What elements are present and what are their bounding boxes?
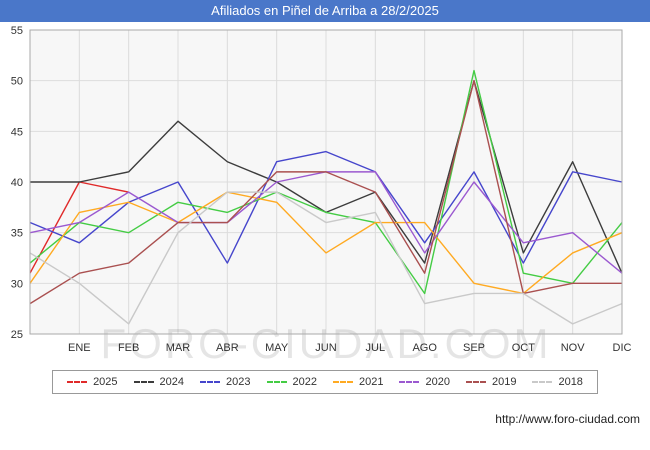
line-chart: 25 30 35 40 45 50 55 ENE FEB MAR ABR MAY JUN JUL AGO SE…: [11, 25, 632, 360]
y-tick-label: 50: [11, 76, 23, 88]
legend-label: 2020: [425, 376, 450, 388]
x-tick-label: MAR: [166, 342, 191, 354]
footer: http://www.foro-ciudad.com: [0, 410, 640, 428]
x-tick-label: SEP: [463, 342, 485, 354]
legend-label: 2024: [159, 376, 185, 388]
legend-item-2018: 2018: [532, 376, 583, 388]
y-tick-label: 30: [11, 278, 23, 290]
x-tick-label: MAY: [265, 342, 289, 354]
watermark: FORO-CIUDAD.COM: [101, 320, 552, 360]
legend-label: 2019: [491, 376, 517, 388]
x-tick-label: ABR: [216, 342, 239, 354]
chart-widget: Afiliados en Piñel de Arriba a 28/2/2025…: [0, 0, 650, 428]
x-tick-label: FEB: [118, 342, 139, 354]
legend-label: 2021: [359, 376, 384, 388]
footer-link[interactable]: http://www.foro-ciudad.com: [495, 412, 640, 426]
legend-line-sample: [266, 381, 287, 383]
plot-border: [29, 29, 623, 335]
legend-line-sample: [200, 381, 221, 383]
legend-label: 2023: [226, 376, 251, 388]
legend-line-sample: [333, 381, 353, 383]
legend-item-2021: 2021: [333, 376, 383, 388]
x-tick-label: OCT: [512, 342, 536, 354]
legend-line-sample: [67, 381, 88, 383]
x-tick-label: AGO: [412, 342, 437, 354]
legend-box: 2025 2024 2023 2022 2021 2020 2019 2018: [52, 370, 598, 394]
legend-item-2023: 2023: [200, 376, 251, 388]
x-tick-label: JUL: [366, 342, 386, 354]
chart-area: 25 30 35 40 45 50 55 ENE FEB MAR ABR MAY JUN JUL AGO SE…: [0, 22, 650, 360]
legend-line-sample: [465, 381, 486, 383]
legend: 2025 2024 2023 2022 2021 2020 2019 2018: [0, 370, 650, 394]
legend-item-2019: 2019: [465, 376, 517, 388]
y-tick-label: 40: [11, 177, 23, 189]
legend-item-2020: 2020: [399, 376, 450, 388]
legend-line-sample: [532, 381, 553, 383]
legend-label: 2022: [292, 376, 317, 388]
legend-line-sample: [399, 381, 420, 383]
x-tick-label: JUN: [315, 342, 336, 354]
legend-item-2024: 2024: [133, 376, 185, 388]
page-title: Afiliados en Piñel de Arriba a 28/2/2025: [0, 0, 650, 22]
y-tick-label: 35: [11, 228, 23, 240]
legend-label: 2025: [93, 376, 118, 388]
y-tick-label: 25: [11, 329, 23, 341]
series-2022-line: [29, 69, 623, 295]
legend-item-2025: 2025: [67, 376, 118, 388]
legend-line-sample: [133, 381, 154, 383]
x-tick-label: ENE: [68, 342, 91, 354]
legend-label: 2018: [558, 376, 583, 388]
y-tick-label: 45: [11, 126, 23, 138]
series-2018-line: [29, 191, 623, 325]
y-tick-label: 55: [11, 25, 23, 37]
legend-item-2022: 2022: [266, 376, 317, 388]
x-tick-label: DIC: [613, 342, 632, 354]
x-tick-label: NOV: [561, 342, 586, 354]
